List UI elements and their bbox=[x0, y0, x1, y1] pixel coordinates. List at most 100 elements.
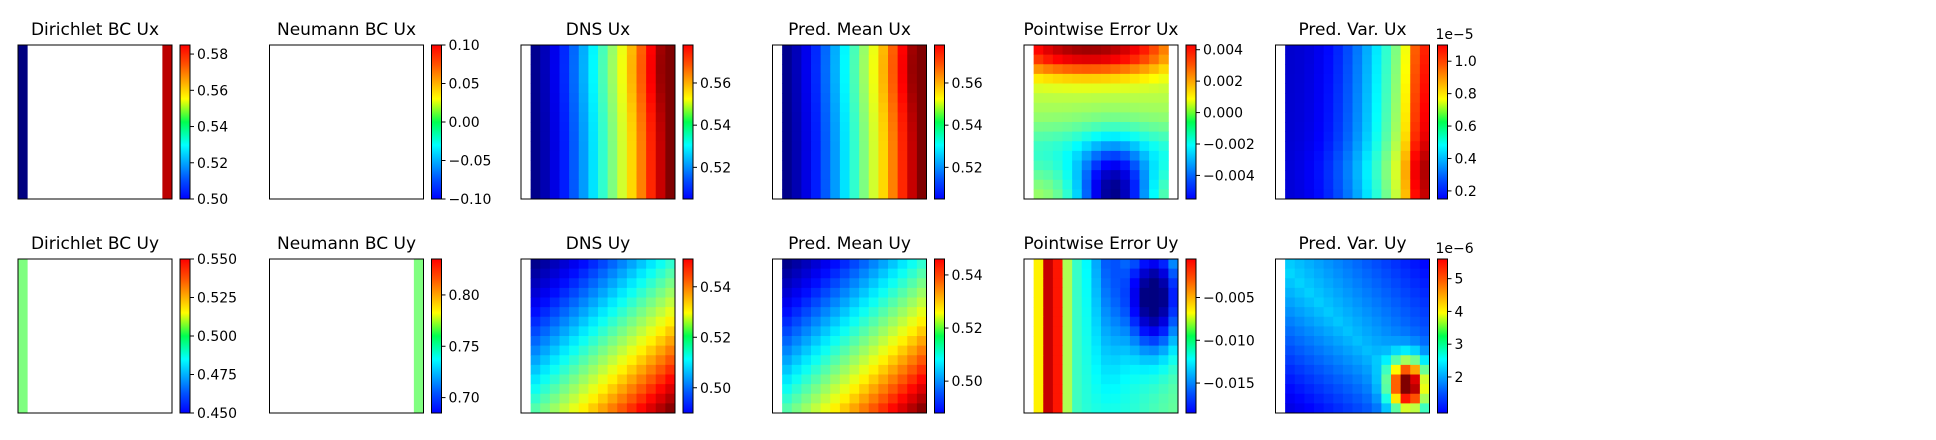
heatmap-cell bbox=[1391, 45, 1402, 56]
heatmap-cell bbox=[830, 268, 841, 279]
heatmap-cell bbox=[782, 287, 793, 298]
heatmap-cell bbox=[1314, 316, 1325, 327]
heatmap-cell bbox=[801, 102, 812, 113]
heatmap-cell bbox=[530, 73, 541, 84]
heatmap-cell bbox=[1323, 131, 1334, 142]
heatmap-cell bbox=[578, 102, 589, 113]
heatmap-cell bbox=[1120, 374, 1131, 385]
heatmap-cell bbox=[791, 64, 802, 75]
heatmap-cell bbox=[811, 278, 822, 289]
heatmap-cell bbox=[1410, 307, 1421, 318]
heatmap-cell bbox=[888, 364, 899, 375]
heatmap-cell bbox=[1052, 364, 1063, 375]
heatmap-cell bbox=[1410, 150, 1421, 161]
heatmap-cell bbox=[617, 102, 628, 113]
heatmap-cell bbox=[1149, 259, 1160, 270]
heatmap-cell bbox=[636, 73, 647, 84]
heatmap-cell bbox=[1410, 278, 1421, 289]
heatmap-cell bbox=[897, 131, 908, 142]
heatmap-cell bbox=[849, 141, 860, 152]
heatmap-cell bbox=[1091, 112, 1102, 123]
heatmap-cell bbox=[916, 326, 927, 337]
heatmap-cell bbox=[646, 374, 657, 385]
heatmap-cell bbox=[646, 122, 657, 133]
heatmap-cell bbox=[811, 93, 822, 104]
heatmap-cell bbox=[1410, 287, 1421, 298]
heatmap-cell bbox=[1091, 355, 1102, 366]
heatmap-cell bbox=[907, 287, 918, 298]
heatmap-cell bbox=[1371, 141, 1382, 152]
heatmap-cell bbox=[1149, 189, 1160, 200]
heatmap-cell bbox=[1149, 287, 1160, 298]
heatmap-cell bbox=[849, 316, 860, 327]
heatmap-cell bbox=[540, 259, 551, 270]
heatmap-cell bbox=[1323, 122, 1334, 133]
heatmap-cell bbox=[1158, 355, 1169, 366]
heatmap-cell bbox=[1314, 54, 1325, 65]
heatmap bbox=[530, 259, 676, 414]
heatmap-cell bbox=[607, 45, 618, 56]
heatmap-cell bbox=[626, 345, 637, 356]
heatmap-cell bbox=[655, 150, 666, 161]
heatmap-cell bbox=[1304, 141, 1315, 152]
heatmap-cell bbox=[540, 141, 551, 152]
heatmap-cell bbox=[907, 384, 918, 395]
heatmap-cell bbox=[839, 45, 850, 56]
heatmap-cell bbox=[1342, 131, 1353, 142]
heatmap-cell bbox=[1062, 345, 1073, 356]
heatmap-cell bbox=[1043, 297, 1054, 308]
heatmap-cell bbox=[839, 160, 850, 171]
heatmap-cell bbox=[665, 374, 676, 385]
panel-11: Pointwise Error Uy−0.005−0.010−0.015 bbox=[1023, 234, 1255, 414]
heatmap-cell bbox=[1381, 374, 1392, 385]
heatmap-cell bbox=[1410, 179, 1421, 190]
heatmap-cell bbox=[1285, 160, 1296, 171]
heatmap-cell bbox=[1052, 150, 1063, 161]
heatmap-cell bbox=[1400, 112, 1411, 123]
heatmap-cell bbox=[820, 122, 831, 133]
colorbar bbox=[934, 259, 945, 413]
heatmap-cell bbox=[559, 374, 570, 385]
heatmap-cell bbox=[626, 278, 637, 289]
heatmap-cell bbox=[897, 160, 908, 171]
heatmap-cell bbox=[617, 355, 628, 366]
heatmap-cell bbox=[1110, 403, 1121, 414]
heatmap-cell bbox=[540, 384, 551, 395]
heatmap-cell bbox=[540, 355, 551, 366]
heatmap-cell bbox=[1304, 93, 1315, 104]
heatmap-cell bbox=[888, 93, 899, 104]
heatmap-cell bbox=[617, 364, 628, 375]
heatmap-cell bbox=[916, 179, 927, 190]
heatmap-cell bbox=[617, 259, 628, 270]
heatmap-cell bbox=[907, 336, 918, 347]
heatmap-cell bbox=[849, 160, 860, 171]
heatmap-cell bbox=[839, 170, 850, 181]
heatmap-cell bbox=[1342, 189, 1353, 200]
heatmap-cell bbox=[1304, 393, 1315, 404]
heatmap-cell bbox=[549, 64, 560, 75]
heatmap-cell bbox=[1362, 345, 1373, 356]
heatmap-cell bbox=[811, 403, 822, 414]
heatmap-cell bbox=[549, 259, 560, 270]
heatmap-cell bbox=[598, 384, 609, 395]
heatmap-cell bbox=[830, 393, 841, 404]
colorbar-tick-label: 0.54 bbox=[700, 118, 731, 134]
heatmap-cell bbox=[849, 287, 860, 298]
colorbar-tick-label: 0.05 bbox=[449, 77, 480, 93]
heatmap-cell bbox=[839, 179, 850, 190]
heatmap-cell bbox=[888, 384, 899, 395]
heatmap-cell bbox=[907, 326, 918, 337]
heatmap-cell bbox=[1314, 336, 1325, 347]
heatmap-cell bbox=[878, 384, 889, 395]
heatmap-cell bbox=[569, 384, 580, 395]
heatmap-cell bbox=[1391, 54, 1402, 65]
heatmap-cell bbox=[811, 160, 822, 171]
heatmap-cell bbox=[868, 150, 879, 161]
heatmap-cell bbox=[811, 259, 822, 270]
heatmap-cell bbox=[1294, 189, 1305, 200]
heatmap-cell bbox=[1304, 259, 1315, 270]
heatmap-cell bbox=[916, 355, 927, 366]
heatmap-cell bbox=[1419, 102, 1430, 113]
heatmap-cell bbox=[830, 170, 841, 181]
heatmap-cell bbox=[791, 278, 802, 289]
